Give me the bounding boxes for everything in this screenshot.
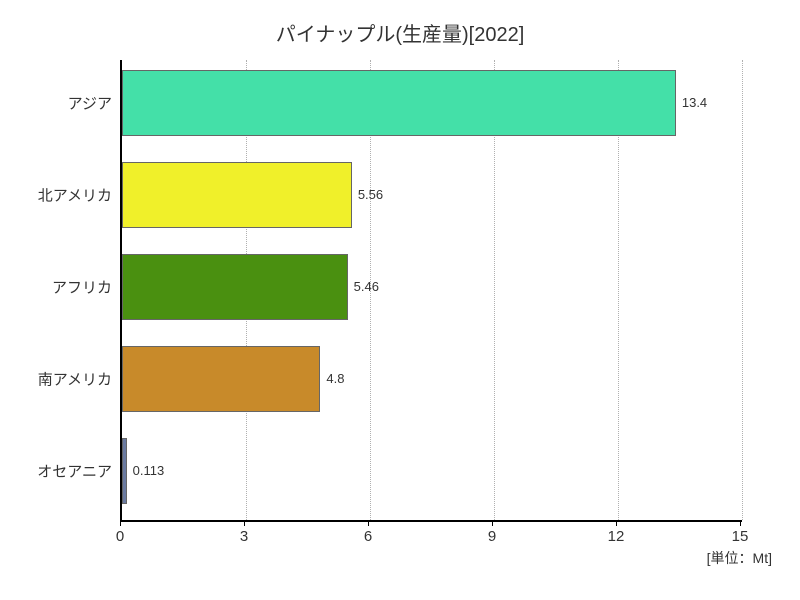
- x-tick-mark: [368, 520, 369, 526]
- bar: [122, 254, 348, 320]
- x-axis-unit-label: [単位：Mt]: [707, 548, 772, 568]
- x-tick-label: 0: [116, 528, 124, 545]
- bar: [122, 70, 676, 136]
- bar-value-label: 5.56: [358, 187, 383, 202]
- plot-area: 13.4 5.56 5.46 4.8 0.113: [120, 60, 742, 522]
- y-category-label: アフリカ: [2, 277, 112, 298]
- bar-value-label: 13.4: [682, 95, 707, 110]
- y-category-label: オセアニア: [2, 461, 112, 482]
- y-category-label: 北アメリカ: [2, 185, 112, 206]
- chart-title: パイナップル(生産量)[2022]: [0, 18, 800, 47]
- y-category-label: 南アメリカ: [2, 369, 112, 390]
- bar: [122, 346, 320, 412]
- x-tick-mark: [120, 520, 121, 526]
- x-tick-label: 9: [488, 528, 496, 545]
- bar-value-label: 0.113: [133, 463, 165, 478]
- chart-container: パイナップル(生産量)[2022] 13.4 5.56 5.46 4.8 0.113 ア…: [0, 0, 800, 600]
- y-category-label: アジア: [2, 93, 112, 114]
- gridline: [742, 60, 743, 520]
- bar-value-label: 4.8: [326, 371, 344, 386]
- x-tick-mark: [740, 520, 741, 526]
- x-tick-mark: [492, 520, 493, 526]
- bar: [122, 438, 127, 504]
- x-tick-label: 15: [732, 528, 749, 545]
- bar-value-label: 5.46: [354, 279, 379, 294]
- x-tick-mark: [616, 520, 617, 526]
- x-tick-label: 12: [608, 528, 625, 545]
- x-tick-mark: [244, 520, 245, 526]
- x-tick-label: 3: [240, 528, 248, 545]
- x-tick-label: 6: [364, 528, 372, 545]
- bar: [122, 162, 352, 228]
